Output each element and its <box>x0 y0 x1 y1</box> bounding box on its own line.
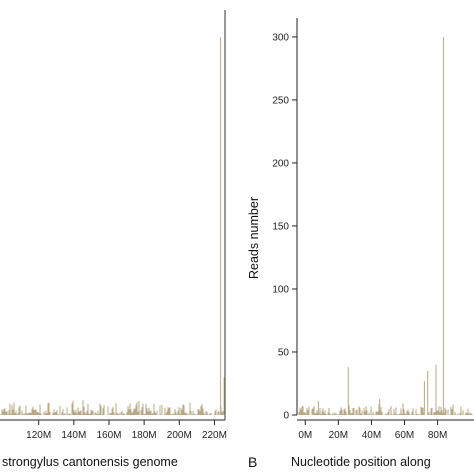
right-x-ticks: 0M 20M 40M 60M 80M <box>298 420 447 441</box>
x-tick-label: 160M <box>96 430 121 441</box>
x-tick-label: 20M <box>329 430 348 441</box>
y-tick-label: 50 <box>278 347 290 358</box>
left-bars <box>0 36 225 415</box>
left-x-ticks: 120M 140M 160M 180M 200M 220M <box>26 420 227 441</box>
x-tick-label: 180M <box>132 430 157 441</box>
x-tick-label: 120M <box>26 430 51 441</box>
y-tick-label: 250 <box>272 95 289 106</box>
right-y-ticks: 0 50 100 150 200 250 300 <box>272 32 297 422</box>
x-tick-label: 140M <box>61 430 86 441</box>
right-y-axis-title: Reads number <box>247 197 261 279</box>
x-tick-label: 220M <box>202 430 227 441</box>
right-x-axis-title: Nucleotide position along <box>291 455 431 469</box>
y-tick-label: 150 <box>272 221 289 232</box>
panel-letter-b: B <box>248 454 257 470</box>
right-bars <box>298 36 474 415</box>
x-tick-label: 40M <box>362 430 381 441</box>
y-tick-label: 300 <box>272 32 289 43</box>
y-tick-label: 100 <box>272 284 289 295</box>
x-tick-label: 0M <box>298 430 312 441</box>
y-tick-label: 0 <box>283 411 289 422</box>
x-tick-label: 200M <box>167 430 192 441</box>
left-panel: 120M 140M 160M 180M 200M 220M strongylus cant… <box>0 10 227 469</box>
x-tick-label: 80M <box>428 430 447 441</box>
left-x-axis-title: strongylus cantonensis genome <box>2 455 178 469</box>
x-tick-label: 60M <box>395 430 414 441</box>
right-panel: 0 50 100 150 200 250 300 0M 20M 40M 60M 80M Reads … <box>247 18 474 470</box>
y-tick-label: 200 <box>272 158 289 169</box>
